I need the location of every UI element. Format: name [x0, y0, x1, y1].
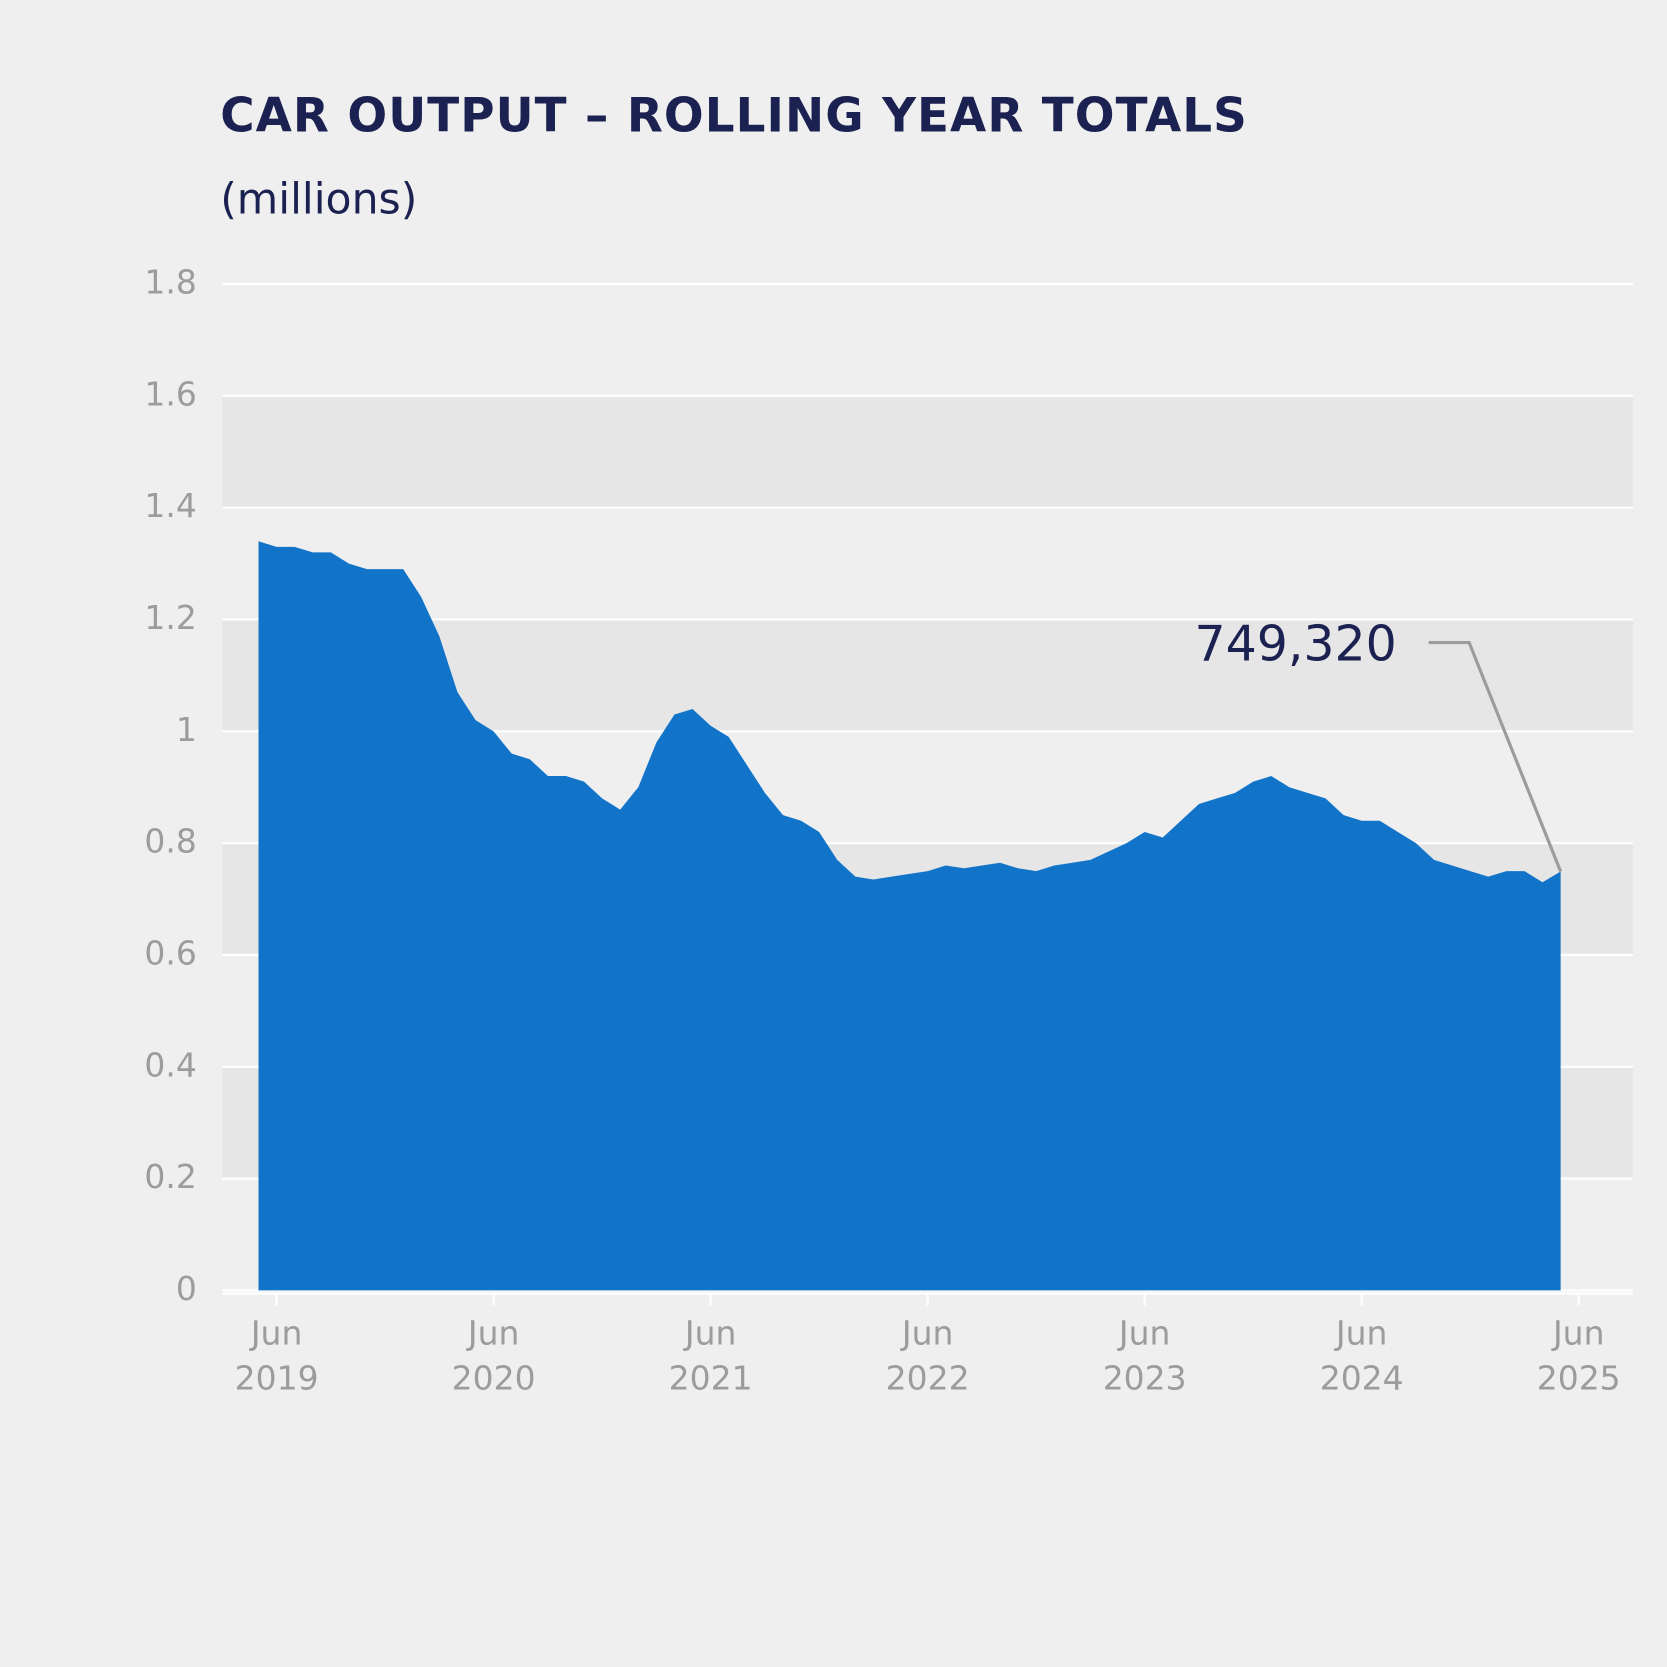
y-tick-label: 0	[176, 1269, 197, 1308]
y-tick-label: 1.4	[144, 486, 196, 525]
x-tick-label: Jun 2025	[1536, 1314, 1621, 1398]
y-tick-label: 0.4	[144, 1045, 196, 1084]
y-tick-label: 1.6	[144, 374, 196, 413]
x-tick-label: Jun 2020	[451, 1314, 536, 1398]
x-tick-label: Jun 2021	[668, 1314, 753, 1398]
y-tick-label: 0.2	[144, 1157, 196, 1196]
y-tick-label: 1	[176, 710, 197, 749]
x-tick-label: Jun 2024	[1319, 1314, 1404, 1398]
chart-subtitle: (millions)	[220, 176, 417, 225]
grid-band	[222, 395, 1633, 508]
x-tick-label: Jun 2019	[234, 1314, 319, 1398]
y-tick-label: 1.8	[144, 263, 196, 302]
annotation: 749,320	[1194, 615, 1396, 672]
area	[258, 541, 1561, 1291]
y-tick-label: 0.8	[144, 822, 196, 861]
x-tick-label: Jun 2022	[885, 1314, 970, 1398]
annotation-leader	[1428, 640, 1563, 873]
x-tick-label: Jun 2023	[1102, 1314, 1187, 1398]
chart-title: CAR OUTPUT – ROLLING YEAR TOTALS	[220, 90, 1248, 144]
y-tick-label: 0.6	[144, 933, 196, 972]
y-tick-label: 1.2	[144, 598, 196, 637]
